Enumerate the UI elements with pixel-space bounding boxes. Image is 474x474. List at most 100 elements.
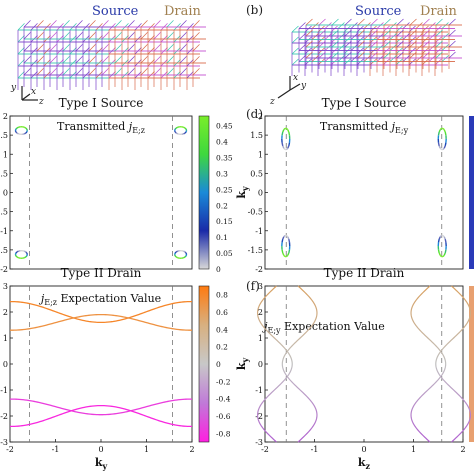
colorbar-tick-label: -0.2 — [216, 377, 231, 386]
fermi-arc-segment — [175, 256, 179, 259]
fermi-arc-segment — [16, 250, 19, 253]
lattice-bond — [17, 35, 25, 43]
source-drain-lattice-right — [291, 18, 462, 76]
lattice-bond — [36, 20, 44, 28]
colorbar-tick-label: 0.25 — [216, 185, 233, 194]
x-tick-label: 1 — [411, 445, 416, 454]
lattice-bond — [88, 32, 96, 40]
chart-title: Type I Source — [59, 96, 144, 110]
chart-title: Type II Drain — [324, 266, 405, 280]
lattice-bond — [140, 56, 148, 64]
band-line — [435, 285, 472, 443]
lattice-bond — [350, 55, 358, 62]
lattice-bond — [324, 55, 332, 62]
colorbar-tick-label: 0.2 — [216, 343, 228, 352]
lattice-bond — [127, 68, 135, 76]
y-tick-label: 0.5 — [0, 169, 8, 178]
fermi-arc-segment — [439, 127, 443, 131]
lattice-bond — [435, 18, 443, 26]
fermi-arc-segment — [443, 129, 446, 133]
lattice-bond — [324, 22, 332, 29]
lattice-bond — [305, 40, 313, 48]
lattice-bond — [396, 29, 404, 37]
lattice-bond — [166, 20, 174, 28]
annotation-sub: E;z — [132, 126, 145, 135]
chart-type1-source-right: Type I Source 2 1.5 1 0.5 0 -0.5 -1 -1.5 -2 ky Tran… — [235, 96, 474, 274]
lattice-bond — [114, 56, 122, 64]
lattice-bond — [370, 29, 378, 37]
lattice-bond — [114, 44, 122, 52]
lattice-bond — [428, 44, 436, 51]
annotation-sym: j — [389, 120, 396, 133]
lattice-bond — [153, 68, 161, 76]
fermi-arc-segment — [174, 251, 177, 254]
lattice-bond — [350, 33, 358, 40]
fermi-arc-segment — [443, 252, 446, 256]
annotation-main: Transmitted — [57, 120, 129, 133]
colorbar-tick-label: 0.2 — [216, 201, 228, 210]
lattice-bond — [23, 56, 31, 64]
fermi-arc-segment — [442, 254, 445, 258]
lattice-bond — [140, 20, 148, 28]
lattice-bond — [389, 33, 397, 40]
fermi-arc-segment — [283, 235, 286, 238]
lattice-bond — [166, 44, 174, 52]
fermi-arc-segment — [283, 254, 286, 258]
y-axis-label: ky — [235, 358, 250, 371]
lattice-bond — [409, 18, 417, 26]
y-tick-label: 0 — [3, 189, 8, 198]
lattice-bond — [324, 33, 332, 40]
plot-frame — [264, 115, 464, 270]
fermi-arc-segment — [439, 147, 443, 150]
lattice-bond — [396, 51, 404, 59]
lattice-bond — [324, 44, 332, 51]
fermi-arc-segment — [444, 131, 447, 136]
y-axis-label-sub: y — [240, 358, 250, 364]
lattice-bond — [49, 44, 57, 52]
lattice-bond — [448, 29, 456, 37]
lattice-bond — [62, 20, 70, 28]
lattice-bond — [441, 22, 449, 29]
y-tick-label: 3 — [3, 282, 8, 291]
lattice-bond — [140, 68, 148, 76]
lattice-bond — [36, 32, 44, 40]
lattice-bond — [153, 20, 161, 28]
colorbar — [198, 115, 210, 270]
lattice-bond — [448, 51, 456, 59]
triad-z-axis-right — [277, 89, 291, 99]
fermi-arc-segment — [175, 132, 179, 135]
lattice-bond — [179, 44, 187, 52]
lattice-bond — [62, 56, 70, 64]
band-line — [410, 285, 447, 443]
colorbar-tick-label: 0.45 — [216, 122, 233, 131]
lattice-bond — [153, 56, 161, 64]
lattice-bond — [402, 55, 410, 62]
lattice-bond — [23, 20, 31, 28]
x-axis-label: kz — [358, 456, 371, 471]
lattice-bond — [435, 51, 443, 59]
lattice-bond — [75, 44, 83, 52]
fermi-arc-segment — [444, 249, 447, 254]
lattice-bond — [428, 55, 436, 62]
source-label-right: Source — [355, 4, 402, 19]
x-tick-label: 2 — [460, 445, 465, 454]
lattice-bond — [311, 33, 319, 40]
fermi-arc-segment — [439, 235, 443, 238]
fermi-arc-segment — [175, 126, 179, 129]
colorbar-tick-label: 0.1 — [216, 233, 228, 242]
y-tick-label: -1.5 — [0, 246, 8, 255]
x-tick-label: -1 — [311, 445, 319, 454]
x-tick-label: 2 — [189, 445, 194, 454]
lattice-bond — [383, 18, 391, 26]
band-line — [256, 285, 293, 443]
lattice-bond — [166, 68, 174, 76]
fermi-arc-segment — [25, 255, 28, 258]
lattice-bond — [298, 55, 306, 62]
band-line — [9, 404, 193, 428]
triad-z-label: z — [38, 97, 44, 107]
y-tick-label: -2 — [0, 265, 8, 274]
annotation-sym: j — [38, 292, 45, 305]
fermi-arc-segment — [288, 131, 291, 136]
lattice-bond — [75, 32, 83, 40]
